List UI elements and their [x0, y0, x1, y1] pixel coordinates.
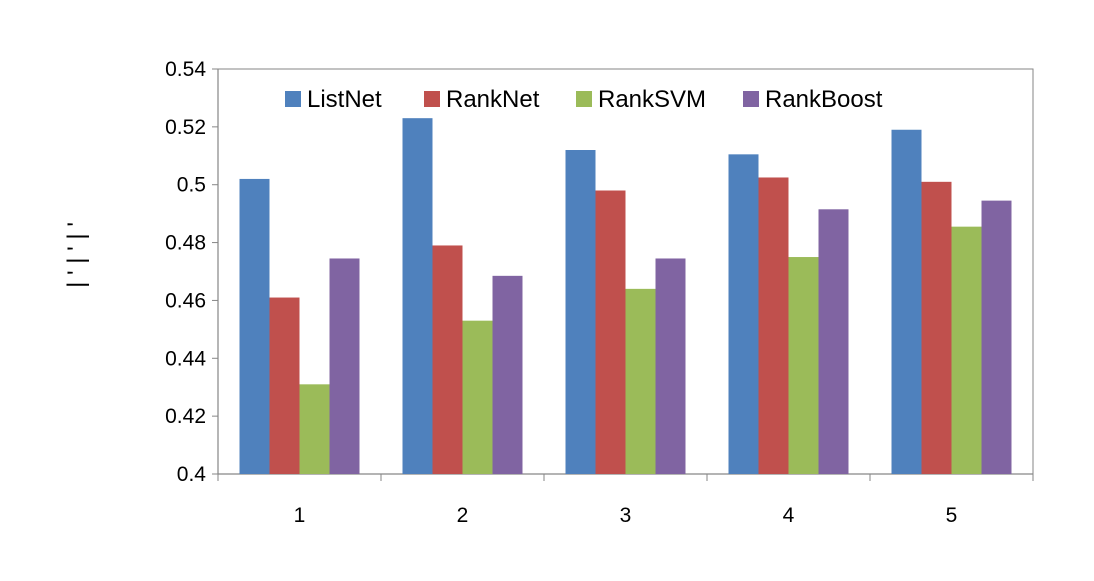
- x-tick-label: 2: [457, 504, 469, 527]
- bar-ranksvm-5: [951, 226, 982, 474]
- legend: ListNet RankNet RankSVM RankBoost: [285, 86, 883, 113]
- legend-swatch-ranknet: [424, 91, 440, 107]
- bar-ranksvm-2: [462, 320, 493, 474]
- x-tick-label: 5: [946, 504, 958, 527]
- bar-listnet-2: [402, 118, 433, 474]
- bar-ranksvm-1: [299, 384, 330, 474]
- bar-listnet-3: [565, 150, 596, 474]
- bar-ranknet-2: [432, 245, 463, 474]
- y-tick-label: 0.46: [165, 289, 206, 312]
- legend-label-ranksvm: RankSVM: [598, 86, 706, 113]
- y-tick-label: 0.4: [177, 463, 207, 486]
- bar-ranknet-3: [595, 190, 626, 474]
- x-tick-label: 3: [620, 504, 632, 527]
- x-tick-label: 1: [294, 504, 306, 527]
- bar-listnet-1: [239, 178, 270, 474]
- y-tick-label: 0.5: [177, 174, 206, 197]
- bar-rankboost-4: [818, 209, 849, 474]
- legend-label-rankboost: RankBoost: [765, 86, 883, 113]
- y-axis-label: | ' | ' | ': [63, 222, 90, 288]
- bars: [239, 118, 1012, 475]
- y-tick-label: 0.42: [165, 405, 206, 428]
- x-tick-label: 4: [783, 504, 795, 527]
- y-tick-label: 0.48: [165, 232, 206, 255]
- bar-ranknet-4: [758, 177, 789, 474]
- legend-label-listnet: ListNet: [307, 86, 382, 113]
- bar-listnet-5: [891, 129, 922, 474]
- bar-rankboost-5: [981, 200, 1012, 474]
- y-tick-label: 0.52: [165, 116, 206, 139]
- bar-rankboost-2: [492, 275, 523, 474]
- y-tick-label: 0.54: [165, 58, 206, 81]
- legend-swatch-rankboost: [743, 91, 759, 107]
- bar-ranksvm-3: [625, 288, 656, 474]
- bar-ranknet-5: [921, 181, 952, 475]
- legend-label-ranknet: RankNet: [446, 86, 540, 113]
- bar-rankboost-1: [329, 258, 360, 474]
- y-tick-label: 0.44: [165, 347, 206, 370]
- legend-swatch-listnet: [285, 91, 301, 107]
- bar-listnet-4: [728, 154, 759, 474]
- axes: 0.4 0.42 0.44 0.46 0.48 0.5 0.52 0.54 1 2 3 4 5: [165, 58, 1034, 527]
- bar-ranksvm-4: [788, 257, 819, 474]
- bar-rankboost-3: [655, 258, 686, 474]
- bar-ranknet-1: [269, 297, 300, 474]
- legend-swatch-ranksvm: [576, 91, 592, 107]
- y-axis-label-text: | ' | ' | ': [63, 222, 90, 288]
